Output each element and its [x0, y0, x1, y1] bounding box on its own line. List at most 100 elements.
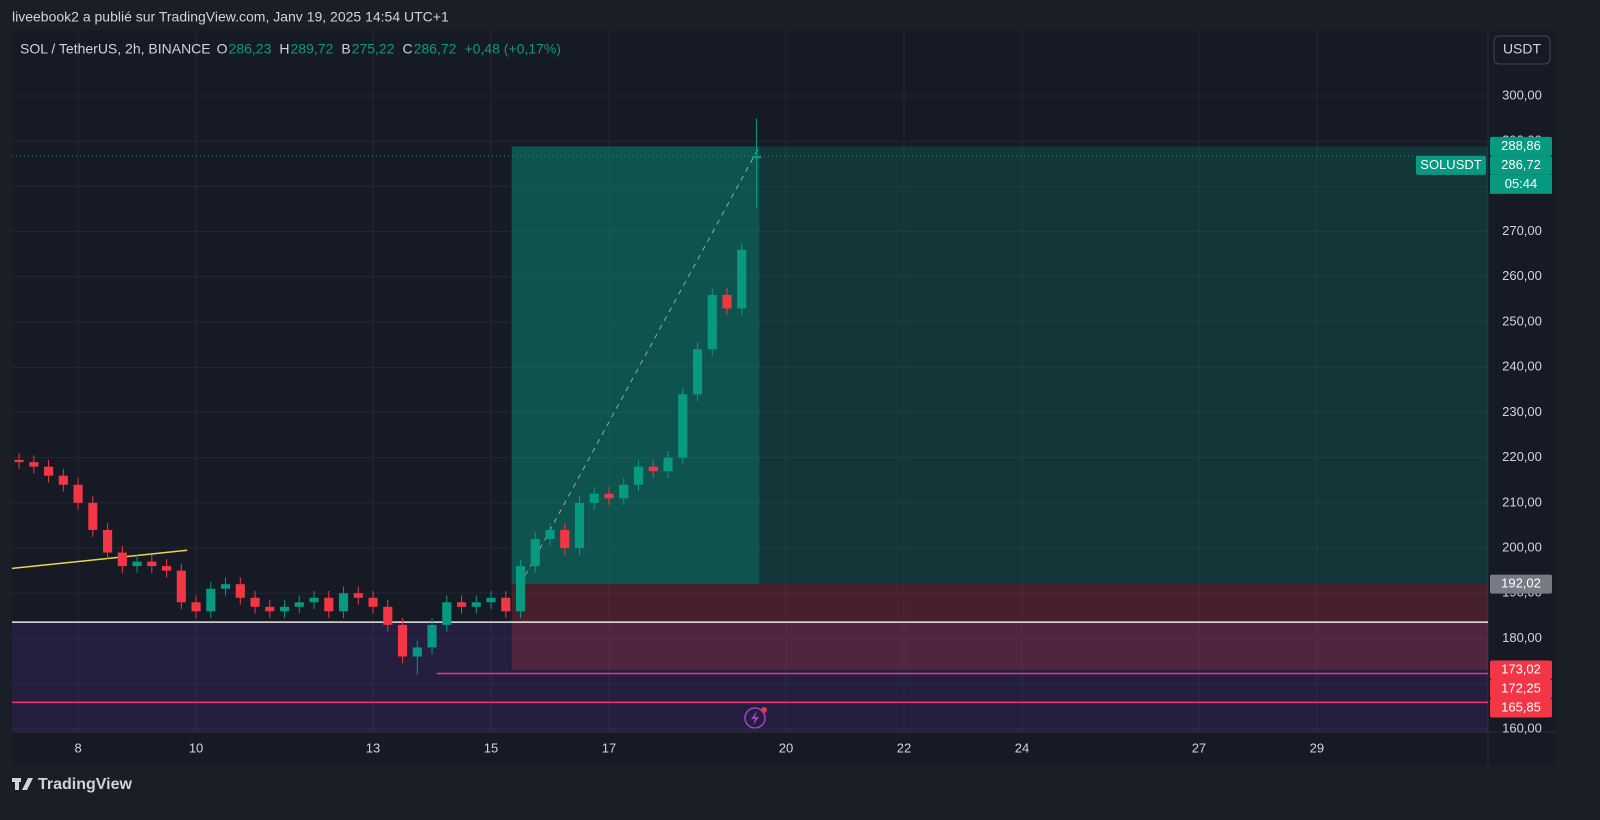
- x-tick-label: 8: [74, 740, 81, 755]
- legend-value: 289,72: [290, 41, 333, 57]
- y-tick-label: 270,00: [1502, 223, 1542, 238]
- price-label-box: [1490, 698, 1552, 718]
- x-tick-label: 22: [897, 740, 911, 755]
- candle-body: [250, 597, 260, 607]
- candle-body: [412, 647, 422, 657]
- price-label: 286,72: [1501, 157, 1541, 172]
- symbol-box: [1416, 155, 1486, 175]
- legend-key: O: [217, 41, 228, 57]
- y-tick-label: 260,00: [1502, 268, 1542, 283]
- currency-button[interactable]: [1493, 35, 1551, 65]
- candle-body: [560, 529, 570, 549]
- logo: [12, 778, 33, 790]
- alert-icon: [744, 707, 767, 729]
- legend-key: B: [341, 41, 350, 57]
- symbol-tag: SOLUSDT: [1420, 157, 1481, 172]
- currency[interactable]: USDT: [1503, 41, 1542, 57]
- zone: [511, 146, 760, 585]
- candle-body: [397, 624, 408, 657]
- x-tick-label: 27: [1192, 740, 1206, 755]
- y-tick-label: 200,00: [1502, 539, 1542, 554]
- plot: [12, 30, 1488, 732]
- candle-body: [176, 570, 186, 603]
- candle-body: [486, 597, 496, 603]
- candle-body: [633, 466, 644, 485]
- time-axis: [12, 732, 1556, 765]
- price-label-box: [1490, 155, 1552, 175]
- candle-body: [44, 466, 54, 476]
- y-tick-label: 300,00: [1502, 87, 1542, 102]
- candle-body: [161, 566, 172, 571]
- y-tick-label: 220,00: [1502, 449, 1542, 464]
- candle-body: [294, 602, 304, 607]
- candle-body: [515, 566, 526, 612]
- legend-value: 286,72: [414, 41, 457, 57]
- candle-body: [589, 493, 599, 503]
- x-tick-label: 29: [1310, 740, 1324, 755]
- pane: [12, 30, 1488, 732]
- zone: [12, 622, 1488, 732]
- candle-body: [530, 538, 540, 567]
- price-label-box: [1490, 136, 1552, 156]
- candle-body: [442, 602, 452, 625]
- candle-body: [722, 294, 732, 309]
- y-tick-label: 250,00: [1502, 313, 1542, 328]
- projection-arrow: [520, 146, 760, 585]
- candle-body: [619, 484, 629, 499]
- candle-body: [383, 606, 393, 625]
- candle-body: [751, 156, 762, 159]
- y-tick-label: 240,00: [1502, 359, 1542, 374]
- zone: [511, 584, 1488, 670]
- x-tick-label: 20: [779, 740, 793, 755]
- candle-body: [648, 466, 658, 472]
- candle-body: [353, 593, 363, 598]
- price-label: 173,02: [1501, 661, 1541, 676]
- candle-body: [279, 606, 290, 612]
- candle-body: [73, 484, 83, 503]
- candle-body: [102, 529, 113, 553]
- legend-key: H: [279, 41, 289, 57]
- legend-symbol: SOL / TetherUS, 2h, BINANCE: [20, 41, 211, 57]
- legend-key: C: [402, 41, 412, 57]
- brand: TradingView: [38, 776, 133, 793]
- zone: [511, 146, 1488, 585]
- candle-body: [471, 602, 481, 607]
- candle-body: [206, 588, 216, 612]
- candle-body: [737, 249, 747, 309]
- candle-body: [147, 561, 157, 567]
- legend-change: +0,48 (+0,17%): [464, 41, 561, 57]
- y-tick-label: 210,00: [1502, 494, 1542, 509]
- price-label-box: [1490, 660, 1552, 680]
- candle-body: [368, 597, 378, 607]
- candle-body: [456, 602, 467, 607]
- overlay: 160,00170,00180,00190,00200,00210,00220,…: [20, 41, 1552, 755]
- candle-body: [220, 584, 231, 589]
- candle-body: [14, 459, 24, 463]
- candle-body: [58, 475, 68, 485]
- x-tick-label: 17: [602, 740, 616, 755]
- candle-body: [88, 502, 98, 530]
- candle-body: [265, 606, 275, 612]
- candle-body: [132, 561, 142, 567]
- candle-body: [29, 462, 39, 467]
- x-tick-label: 15: [484, 740, 498, 755]
- trendline: [12, 549, 188, 570]
- y-tick-label: 230,00: [1502, 404, 1542, 419]
- price-label: 172,25: [1501, 680, 1541, 695]
- candle-body: [117, 552, 127, 567]
- candle-body: [427, 624, 437, 648]
- countdown: 05:44: [1505, 176, 1538, 191]
- published: liveebook2 a publié sur TradingView.com,…: [12, 9, 449, 25]
- candle-body: [235, 584, 245, 598]
- candle-body: [191, 602, 201, 612]
- candle-body: [309, 597, 319, 603]
- candle-body: [692, 349, 703, 395]
- price-label-box: [1490, 679, 1552, 699]
- price-label: 165,85: [1501, 699, 1541, 714]
- x-tick-label: 13: [366, 740, 380, 755]
- legend-value: 286,23: [229, 41, 272, 57]
- candle-body: [545, 529, 555, 539]
- candle-body: [324, 597, 334, 612]
